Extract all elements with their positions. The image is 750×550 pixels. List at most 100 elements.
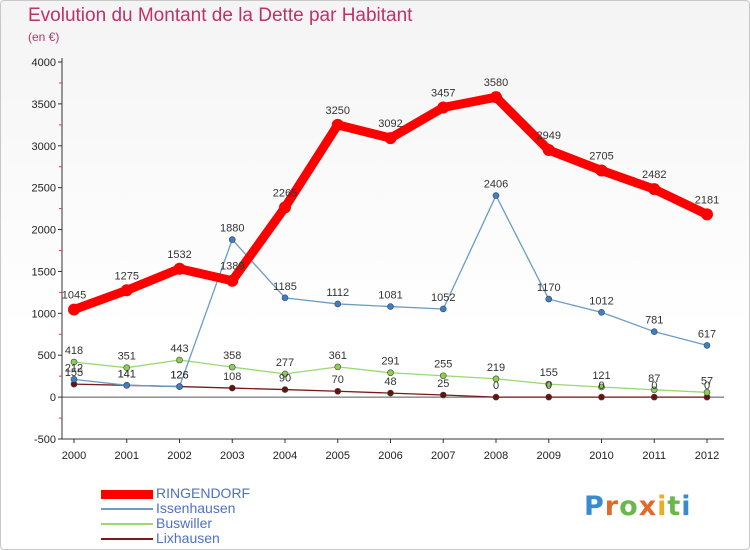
data-label: 1170: [537, 282, 561, 294]
data-point: [598, 309, 605, 316]
data-label: 0: [704, 380, 710, 392]
data-label: 57: [701, 375, 713, 387]
data-label: 212: [65, 362, 83, 374]
legend-label: Buswiller: [156, 515, 213, 531]
data-point: [439, 372, 447, 380]
data-point: [334, 300, 342, 308]
data-label: 48: [384, 376, 396, 388]
data-label: 1081: [378, 290, 402, 302]
data-point: [334, 387, 342, 395]
x-tick-label: 2001: [115, 450, 139, 462]
data-point: [176, 383, 183, 390]
x-tick-label: 2000: [62, 450, 86, 462]
data-label: 1045: [62, 290, 86, 302]
data-label: 277: [276, 357, 294, 369]
y-tick-label: 0: [50, 392, 56, 404]
data-point: [545, 295, 553, 303]
data-point: [331, 118, 344, 131]
data-point: [70, 376, 78, 383]
y-tick-label: 3000: [32, 141, 56, 153]
data-label: 1275: [115, 270, 139, 282]
data-point: [545, 393, 553, 401]
data-point: [598, 383, 605, 391]
data-label: 291: [381, 356, 399, 368]
data-point: [648, 183, 661, 196]
data-label: 108: [223, 371, 241, 383]
data-label: 2265: [273, 187, 297, 199]
data-point: [384, 132, 397, 145]
data-label: 3580: [484, 77, 508, 89]
data-label: 443: [170, 343, 188, 355]
data-label: 358: [223, 350, 241, 362]
data-point: [598, 393, 605, 401]
y-tick-label: 2000: [32, 225, 56, 237]
data-point: [120, 284, 133, 297]
data-label: 1389: [220, 261, 244, 273]
y-tick-label: -500: [34, 434, 56, 446]
data-point: [334, 363, 342, 371]
data-label: 1185: [273, 281, 297, 293]
data-label: 3250: [326, 105, 350, 117]
data-label: 0: [651, 380, 657, 392]
data-label: 2705: [589, 150, 613, 162]
x-tick-label: 2005: [326, 450, 350, 462]
data-label: 3457: [431, 87, 455, 99]
data-point: [439, 391, 447, 399]
data-label: 1052: [431, 292, 455, 304]
data-point: [68, 303, 80, 316]
data-point: [228, 384, 236, 392]
data-label: 1112: [326, 287, 349, 299]
data-point: [173, 262, 186, 275]
legend-swatch: [101, 489, 153, 499]
data-point: [542, 144, 555, 157]
data-point: [226, 274, 239, 287]
x-tick-label: 2006: [378, 450, 402, 462]
data-point: [492, 192, 500, 199]
data-point: [387, 369, 394, 377]
legend-label: RINGENDORF: [156, 485, 251, 501]
data-label: 87: [648, 373, 660, 385]
legend-swatch: [101, 508, 153, 510]
data-label: 0: [493, 380, 499, 392]
data-point: [281, 370, 289, 378]
data-label: 2949: [537, 130, 561, 142]
data-label: 0: [598, 380, 604, 392]
data-point: [228, 363, 236, 371]
y-tick-label: 1500: [32, 266, 56, 278]
data-point: [650, 328, 658, 335]
data-point: [439, 305, 447, 313]
data-point: [176, 356, 183, 364]
data-label: 219: [487, 362, 505, 374]
y-tick-label: 1000: [32, 308, 56, 320]
data-point: [437, 101, 450, 114]
data-label: 90: [279, 373, 291, 385]
data-point: [701, 208, 713, 221]
data-label: 3092: [378, 118, 402, 130]
legend-swatch: [101, 523, 153, 525]
data-label: 70: [332, 374, 344, 386]
legend-label: Lixhausen: [156, 530, 220, 546]
y-tick-label: 3500: [32, 99, 56, 111]
data-point: [70, 358, 78, 366]
data-point: [228, 236, 236, 243]
data-label: 617: [698, 328, 716, 340]
data-label: 0: [546, 380, 552, 392]
data-label: 141: [118, 368, 136, 380]
data-label: 126: [170, 370, 188, 382]
data-point: [492, 393, 500, 401]
data-point: [387, 389, 394, 397]
data-label: 141: [118, 368, 136, 380]
data-point: [545, 380, 553, 388]
y-tick-label: 500: [38, 350, 56, 362]
proxiti-logo: Proxiti: [584, 491, 692, 522]
data-label: 25: [437, 378, 449, 390]
x-tick-label: 2002: [167, 450, 191, 462]
x-tick-label: 2008: [484, 450, 508, 462]
data-label: 126: [170, 370, 188, 382]
data-point: [650, 386, 658, 394]
data-label: 1012: [589, 295, 613, 307]
data-label: 121: [592, 370, 610, 382]
data-point: [490, 91, 502, 104]
data-point: [281, 294, 289, 302]
